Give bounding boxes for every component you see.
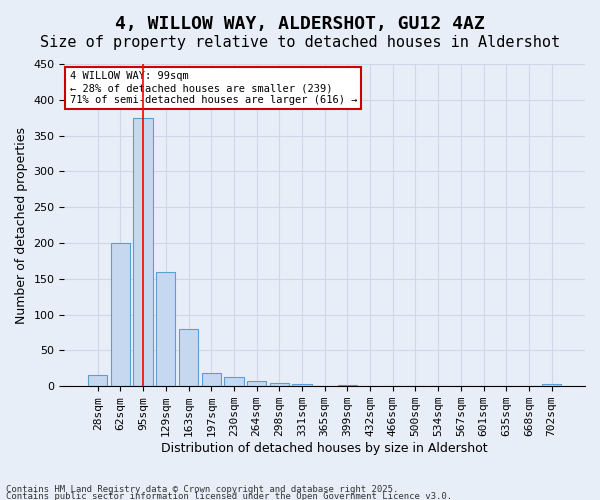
Bar — [292, 384, 311, 386]
Bar — [202, 374, 221, 386]
Y-axis label: Number of detached properties: Number of detached properties — [15, 126, 28, 324]
Bar — [179, 329, 198, 386]
X-axis label: Distribution of detached houses by size in Aldershot: Distribution of detached houses by size … — [161, 442, 488, 455]
Bar — [542, 384, 562, 386]
Text: Size of property relative to detached houses in Aldershot: Size of property relative to detached ho… — [40, 35, 560, 50]
Text: 4 WILLOW WAY: 99sqm
← 28% of detached houses are smaller (239)
71% of semi-detac: 4 WILLOW WAY: 99sqm ← 28% of detached ho… — [70, 72, 357, 104]
Bar — [88, 376, 107, 386]
Bar — [338, 385, 357, 386]
Text: Contains HM Land Registry data © Crown copyright and database right 2025.: Contains HM Land Registry data © Crown c… — [6, 486, 398, 494]
Bar — [247, 381, 266, 386]
Text: 4, WILLOW WAY, ALDERSHOT, GU12 4AZ: 4, WILLOW WAY, ALDERSHOT, GU12 4AZ — [115, 15, 485, 33]
Bar — [133, 118, 153, 386]
Bar — [224, 377, 244, 386]
Bar — [156, 272, 175, 386]
Bar — [269, 382, 289, 386]
Text: Contains public sector information licensed under the Open Government Licence v3: Contains public sector information licen… — [6, 492, 452, 500]
Bar — [111, 243, 130, 386]
